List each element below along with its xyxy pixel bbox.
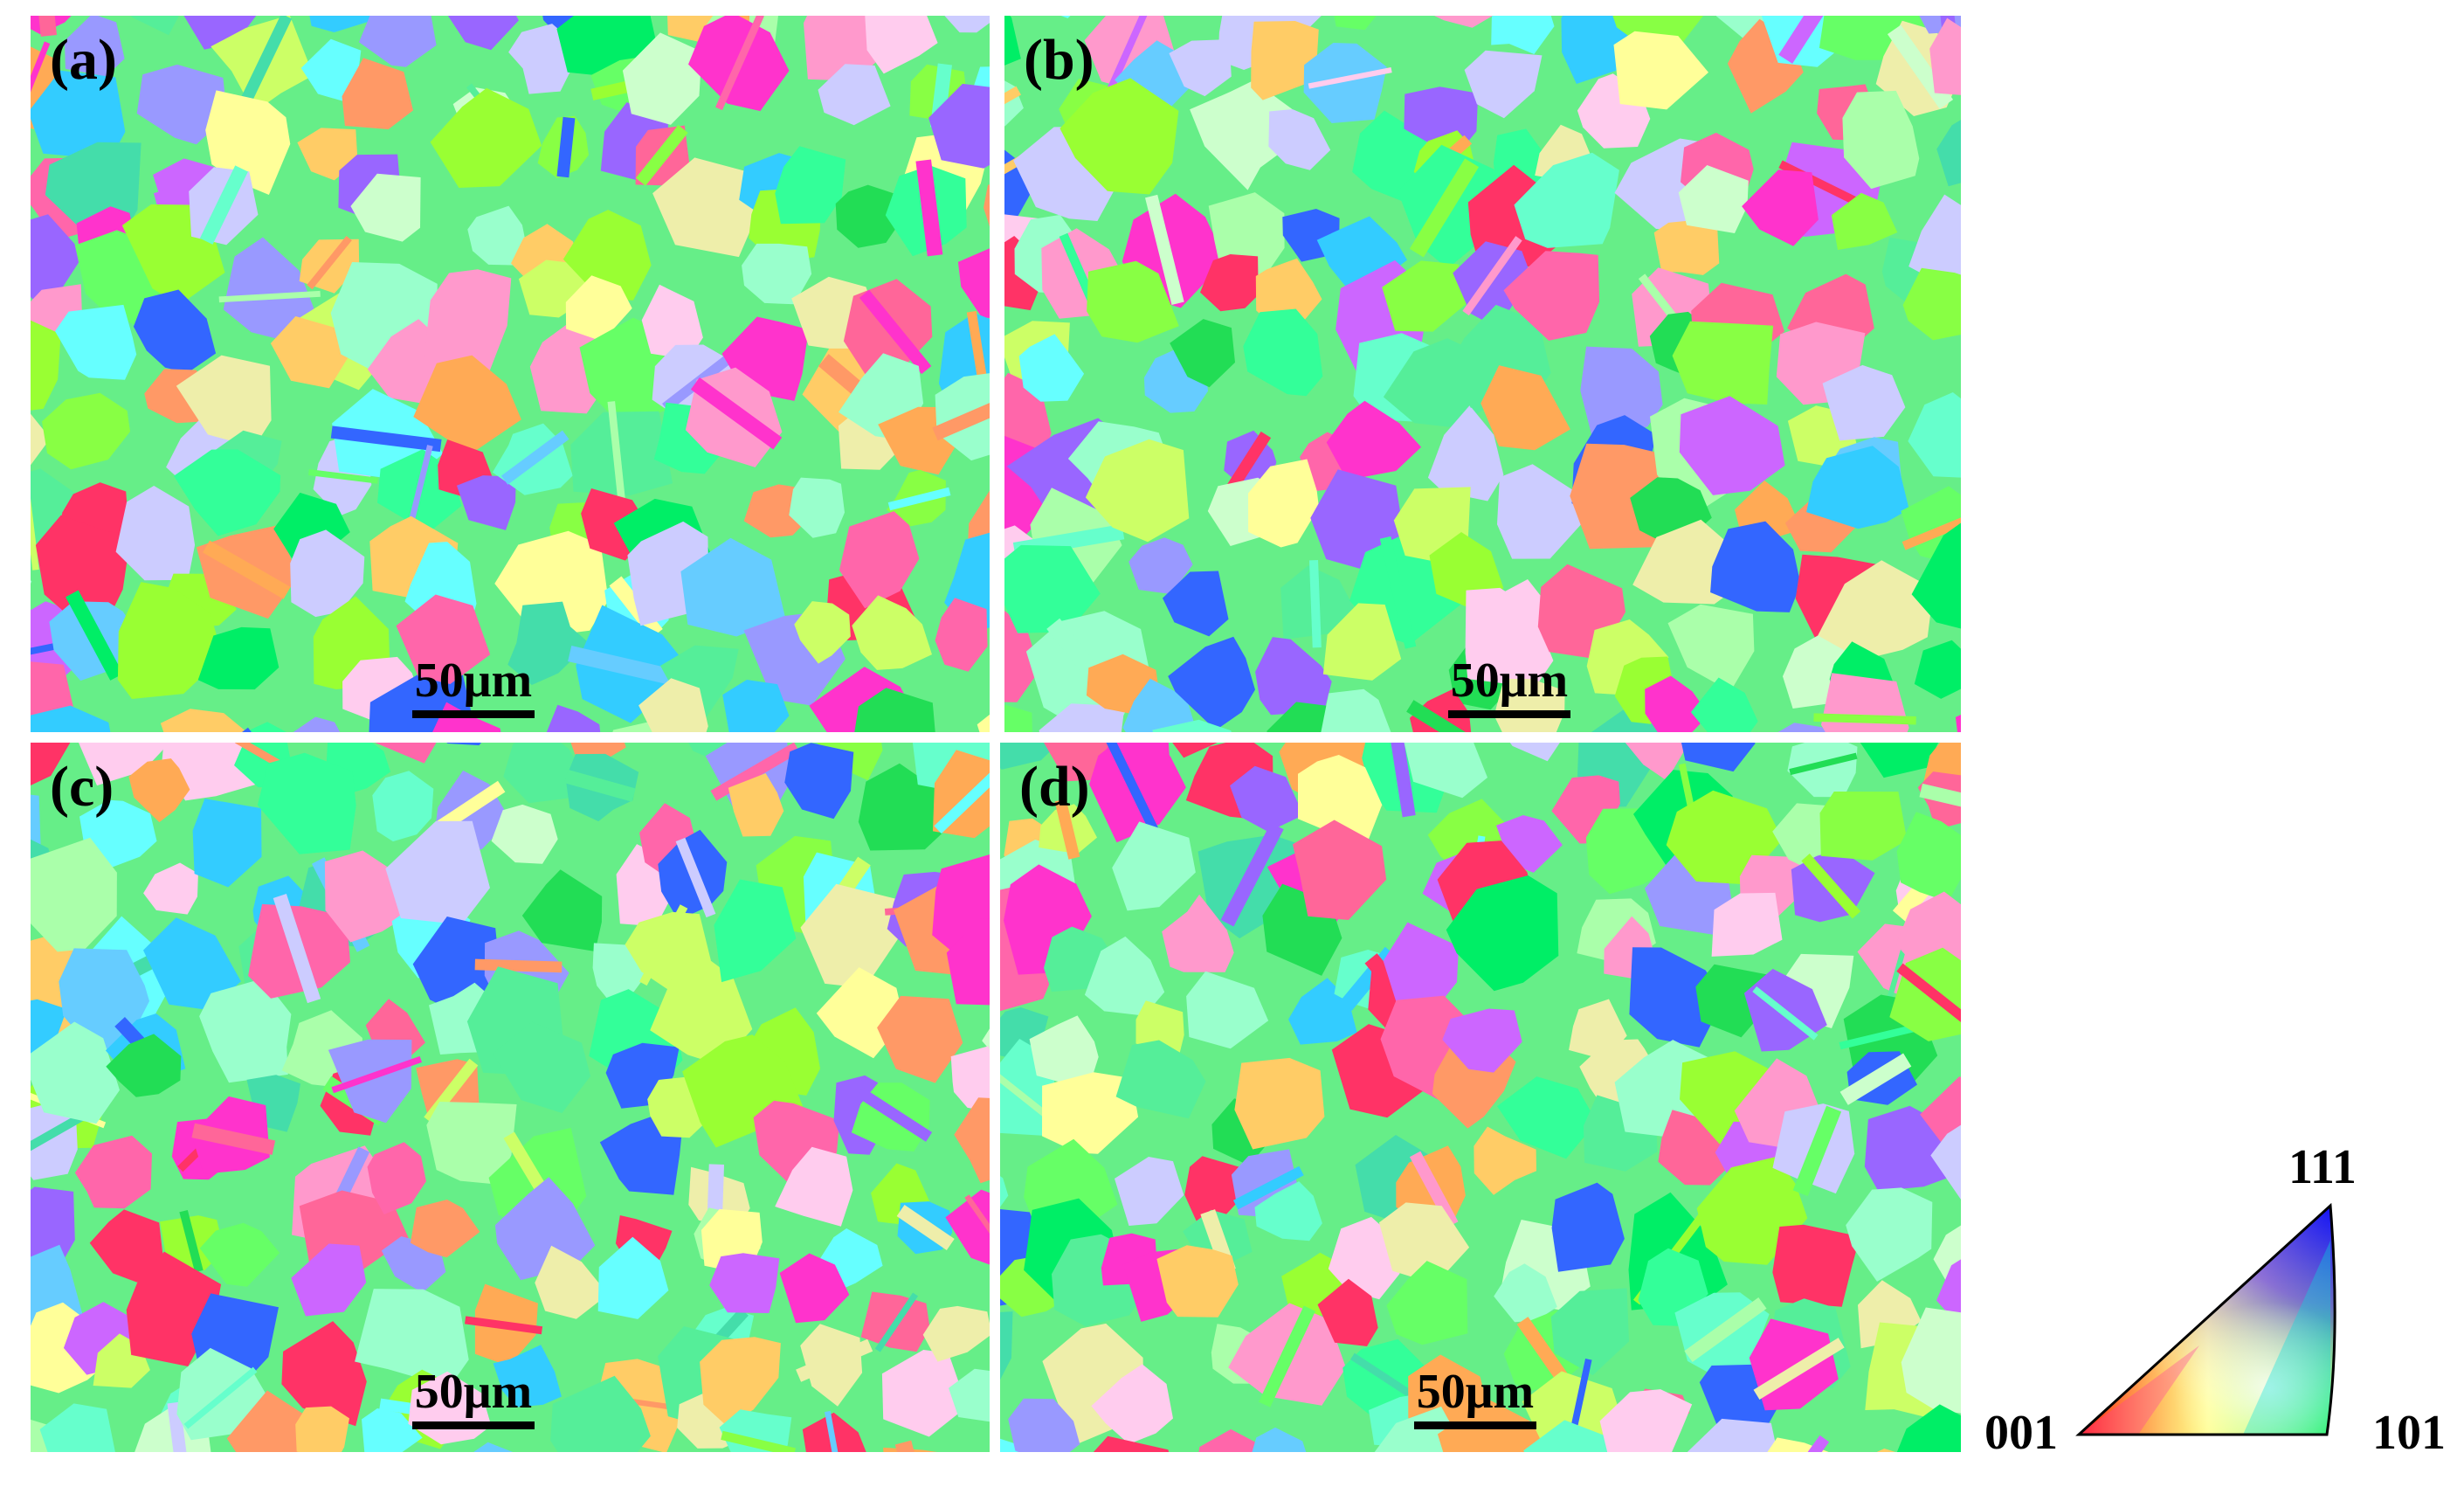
- grain-orientation-map-b: [1004, 16, 1961, 732]
- grain-orientation-map-d: [1000, 743, 1961, 1452]
- scale-bar-text-c: 50μm: [414, 1365, 533, 1419]
- corner-label-111: 111: [2288, 1140, 2357, 1194]
- panel-label-a: (a): [50, 28, 117, 92]
- corner-label-101: 101: [2372, 1406, 2446, 1460]
- scale-bar-c: 50μm: [412, 1367, 535, 1429]
- grain-orientation-map-c: [31, 743, 990, 1452]
- ebsd-map-panel-b: (b) 50μm: [1004, 16, 1961, 732]
- scale-bar-b: 50μm: [1448, 656, 1570, 718]
- panel-label-c: (c): [50, 755, 114, 819]
- scale-bar-line-b: [1448, 710, 1570, 718]
- scale-bar-text-a: 50μm: [414, 654, 533, 708]
- ebsd-map-panel-a: (a) 50μm: [31, 16, 990, 732]
- panel-label-d: (d): [1019, 755, 1090, 819]
- scale-bar-text-d: 50μm: [1416, 1365, 1535, 1419]
- scale-bar-a: 50μm: [412, 656, 535, 718]
- ebsd-map-panel-d: (d) 50μm: [1000, 743, 1961, 1452]
- scale-bar-line-d: [1414, 1421, 1536, 1429]
- ipf-triangle-outline: [2075, 1202, 2336, 1436]
- scale-bar-text-b: 50μm: [1450, 654, 1569, 708]
- grain-orientation-map-a: [31, 16, 990, 732]
- ipf-triangle: [2075, 1202, 2336, 1436]
- scale-bar-d: 50μm: [1414, 1367, 1536, 1429]
- ebsd-map-panel-c: (c) 50μm: [31, 743, 990, 1452]
- scale-bar-line-c: [412, 1421, 535, 1429]
- scale-bar-line-a: [412, 710, 535, 718]
- corner-label-001: 001: [1984, 1406, 2058, 1460]
- panel-label-b: (b): [1024, 28, 1094, 92]
- ipf-color-key: 001 101 111: [1981, 1136, 2464, 1487]
